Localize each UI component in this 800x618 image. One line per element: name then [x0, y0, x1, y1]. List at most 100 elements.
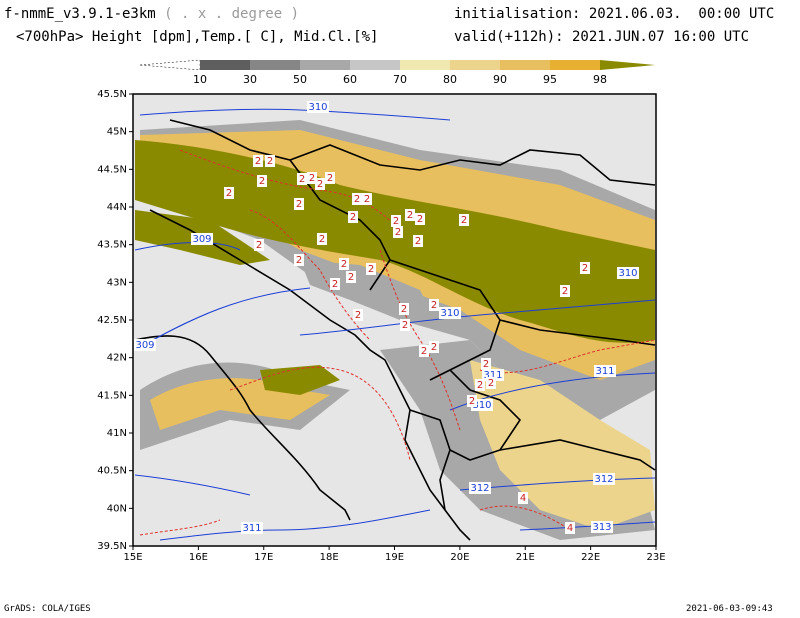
colorbar-tick-label: 10: [193, 73, 207, 86]
temp-contour-label: 2: [488, 378, 494, 389]
temp-contour-label: 4: [567, 523, 573, 534]
coastline-italy: [134, 335, 351, 521]
height-label-bg: [594, 365, 616, 377]
lon-tick-label: 21E: [516, 552, 535, 560]
temp-contour-label: 2: [355, 310, 361, 321]
colorbar: 10 30 50 60 70 80 90 95 98: [140, 59, 655, 86]
temp-contour-4b: [479, 505, 571, 531]
height-label-bg: [591, 521, 613, 533]
temp-label-bg: [467, 395, 477, 407]
height-contour-310-s: [134, 474, 251, 496]
temp-label-bg: [353, 309, 363, 321]
temp-contour-label: 2: [368, 264, 374, 275]
height-contour-label: 313: [592, 522, 611, 533]
colorbar-swatch: [550, 60, 600, 70]
lon-tick-label: 15E: [123, 552, 142, 560]
height-contour-311-s: [159, 509, 431, 541]
temp-label-bg: [253, 155, 263, 167]
temp-contour-label: 2: [417, 214, 423, 225]
temp-contour-label: 2: [562, 286, 568, 297]
temp-label-bg: [325, 172, 335, 184]
temp-contour-label: 2: [402, 320, 408, 331]
colorbar-tick-label: 95: [543, 73, 557, 86]
init-time: initialisation: 2021.06.03. 00:00 UTC: [454, 6, 775, 22]
temp-contour-label: 2: [415, 236, 421, 247]
height-contour-label: 311: [242, 523, 261, 534]
border-bih: [289, 159, 391, 291]
temp-label-bg: [391, 215, 401, 227]
temp-label-bg: [400, 319, 410, 331]
height-label-bg: [617, 267, 639, 279]
border-greece: [499, 439, 656, 471]
temp-label-bg: [429, 299, 439, 311]
cloud-cover-layer: [135, 120, 655, 540]
temp-contour-label: 2: [582, 263, 588, 274]
cloud-high-patch: [135, 140, 655, 343]
height-contour-label: 309: [192, 234, 211, 245]
temp-contour-label: 2: [226, 188, 232, 199]
lat-tick-label: 41N: [107, 428, 127, 439]
colorbar-swatch: [450, 60, 500, 70]
border-north: [169, 119, 656, 186]
temp-label-bg: [580, 262, 590, 274]
temp-label-bg: [560, 285, 570, 297]
temp-label-bg: [399, 303, 409, 315]
temp-contour-label: 2: [431, 342, 437, 353]
temp-contour-label: 2: [348, 272, 354, 283]
temp-contour-label: 2: [477, 380, 483, 391]
colorbar-swatch: [140, 59, 201, 71]
temp-label-bg: [393, 226, 403, 238]
temp-label-bg: [419, 345, 429, 357]
border-albania: [409, 409, 451, 511]
lon-tick-label: 19E: [385, 552, 404, 560]
temp-label-bg: [265, 155, 275, 167]
temp-label-bg: [348, 211, 358, 223]
lon-tick-label: 16E: [189, 552, 208, 560]
cloud-mid-patch-3: [470, 360, 655, 530]
border-macedonia: [449, 369, 522, 461]
lon-tick-label: 22E: [581, 552, 600, 560]
temp-label-bg: [307, 172, 317, 184]
temp-label-bg: [481, 358, 491, 370]
height-contour-label: 311: [595, 366, 614, 377]
temp-label-bg: [257, 175, 267, 187]
height-contour-label: 310: [472, 400, 491, 411]
height-label-bg: [439, 307, 461, 319]
colorbar-tick-label: 30: [243, 73, 257, 86]
height-contour-label: 309: [135, 340, 154, 351]
height-contour-310-m: [299, 299, 656, 336]
temp-contour-label: 2: [461, 215, 467, 226]
lat-tick-label: 44.5N: [97, 164, 127, 175]
height-contour-label: 312: [470, 483, 489, 494]
temp-label-bg: [405, 209, 415, 221]
temp-contour-label: 2: [259, 176, 265, 187]
temp-label-bg: [429, 341, 439, 353]
lon-tick-label: 18E: [320, 552, 339, 560]
height-label-bg: [307, 101, 329, 113]
temp-contour-label: 2: [395, 227, 401, 238]
model-name: f-nmmE_v3.9.1-e3km: [4, 6, 156, 22]
height-label-bg: [593, 473, 615, 485]
temp-label-bg: [565, 522, 575, 534]
temp-contour-label: 2: [431, 300, 437, 311]
temp-contour-label: 2: [299, 174, 305, 185]
temp-label-bg: [518, 492, 528, 504]
temp-contour-label: 2: [354, 194, 360, 205]
valid-time: valid(+112h): 2021.JUN.07 16:00 UTC: [454, 29, 750, 45]
footer-credit: GrADS: COLA/IGES: [4, 604, 91, 614]
lat-tick-label: 45N: [107, 127, 127, 138]
temp-contour-label: 2: [319, 234, 325, 245]
temp-label-bg: [459, 214, 469, 226]
temp-label-bg: [413, 235, 423, 247]
temp-label-bg: [415, 213, 425, 225]
height-label-bg: [241, 522, 263, 534]
colorbar-tick-label: 90: [493, 73, 507, 86]
temp-label-bg: [352, 193, 362, 205]
temp-contour-label: 2: [255, 156, 261, 167]
colorbar-swatch: [200, 60, 250, 70]
lat-tick-label: 45.5N: [97, 90, 127, 100]
temp-contour-label: 2: [393, 216, 399, 227]
coastline-adriatic-east: [149, 209, 471, 541]
colorbar-tick-label: 98: [593, 73, 607, 86]
